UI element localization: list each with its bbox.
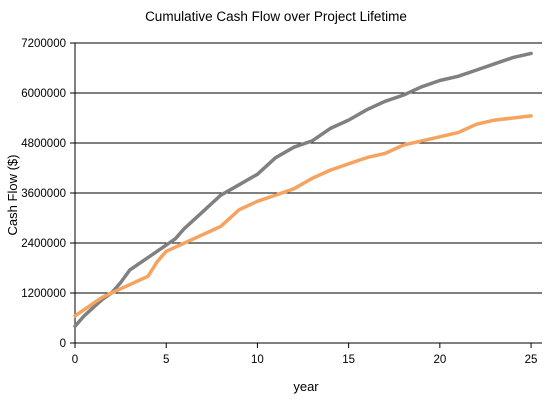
y-tick-label: 7200000 xyxy=(21,38,66,50)
y-tick-label: 0 xyxy=(60,338,66,350)
chart-title: Cumulative Cash Flow over Project Lifeti… xyxy=(145,9,407,24)
y-tick-label: 2400000 xyxy=(21,238,66,250)
x-axis-label: year xyxy=(293,379,319,394)
x-tick-label: 0 xyxy=(72,354,78,366)
y-tick-label: 3600000 xyxy=(21,188,66,200)
y-tick-label: 1200000 xyxy=(21,288,66,300)
y-axis-ticks: 0 1200000 2400000 3600000 4800000 6000000 7200… xyxy=(21,38,75,350)
series-line-1 xyxy=(73,51,533,329)
x-tick-label: 5 xyxy=(163,354,169,366)
y-tick-label: 4800000 xyxy=(21,138,66,150)
x-tick-label: 10 xyxy=(251,354,264,366)
x-tick-label: 20 xyxy=(433,354,446,366)
series-lines xyxy=(73,51,533,329)
x-tick-label: 15 xyxy=(342,354,355,366)
series-line-2 xyxy=(73,114,533,318)
x-axis-ticks: 0 5 10 15 20 25 xyxy=(72,343,538,366)
y-tick-label: 6000000 xyxy=(21,88,66,100)
x-tick-label: 25 xyxy=(525,354,538,366)
y-axis-label: Cash Flow ($) xyxy=(5,155,20,236)
